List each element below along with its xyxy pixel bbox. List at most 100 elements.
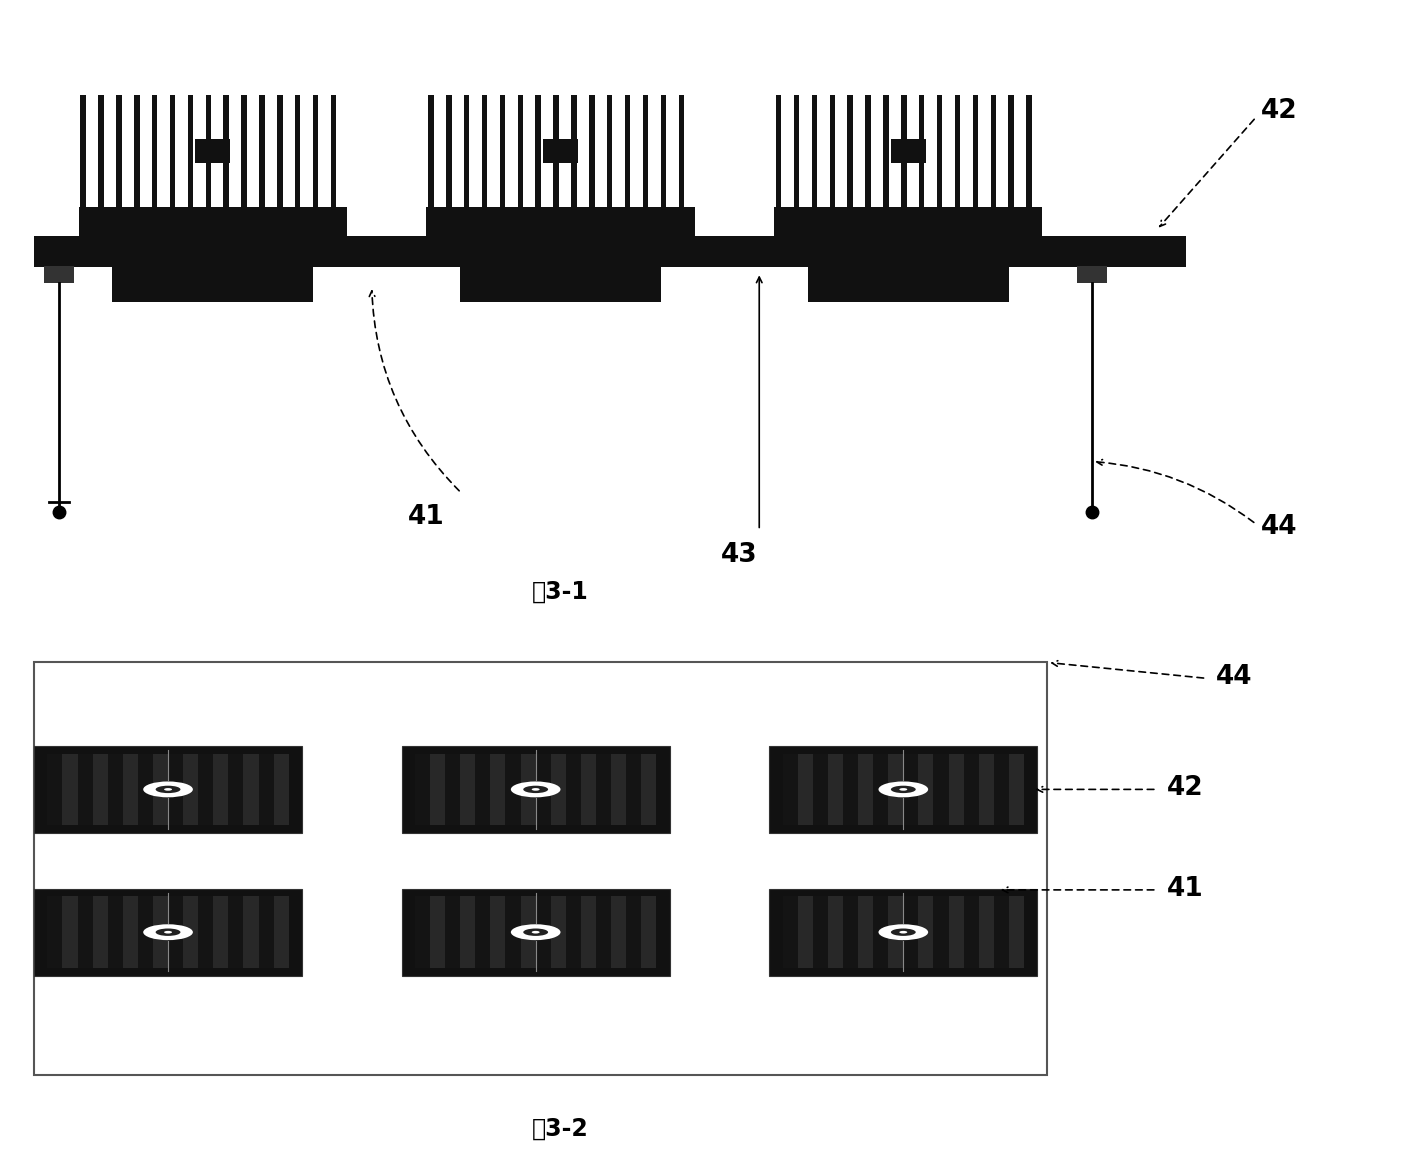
Bar bbox=[626, 753, 642, 826]
Bar bbox=[797, 753, 813, 826]
Bar bbox=[463, 94, 469, 208]
Bar bbox=[34, 746, 302, 833]
Bar bbox=[793, 94, 799, 208]
Bar bbox=[782, 897, 797, 968]
Bar bbox=[79, 218, 347, 237]
Bar bbox=[830, 94, 835, 208]
Text: 43: 43 bbox=[722, 542, 758, 568]
Ellipse shape bbox=[164, 788, 173, 791]
Bar bbox=[1026, 94, 1032, 208]
Ellipse shape bbox=[156, 786, 181, 793]
Bar bbox=[903, 753, 918, 826]
Ellipse shape bbox=[900, 788, 907, 791]
Bar bbox=[183, 897, 198, 968]
Bar bbox=[243, 753, 258, 826]
Ellipse shape bbox=[879, 925, 928, 940]
Bar bbox=[427, 218, 695, 237]
Ellipse shape bbox=[879, 781, 928, 798]
Bar bbox=[991, 94, 995, 208]
Bar bbox=[416, 897, 430, 968]
Bar bbox=[213, 753, 229, 826]
Bar bbox=[430, 753, 445, 826]
Bar bbox=[903, 897, 918, 968]
Bar bbox=[168, 753, 183, 826]
Text: 41: 41 bbox=[409, 504, 445, 531]
Text: 44: 44 bbox=[1261, 514, 1297, 540]
Bar bbox=[168, 897, 183, 968]
Ellipse shape bbox=[164, 930, 173, 934]
Bar bbox=[122, 897, 138, 968]
Bar bbox=[858, 897, 873, 968]
Bar bbox=[521, 897, 536, 968]
Bar bbox=[258, 897, 274, 968]
Bar bbox=[994, 897, 1009, 968]
Bar bbox=[195, 139, 230, 163]
Bar bbox=[865, 94, 870, 208]
Bar bbox=[581, 753, 597, 826]
Bar bbox=[416, 753, 657, 826]
Ellipse shape bbox=[532, 788, 539, 791]
Bar bbox=[1077, 266, 1106, 283]
Bar bbox=[607, 94, 612, 208]
Bar bbox=[597, 897, 611, 968]
Bar bbox=[152, 94, 157, 208]
Bar bbox=[626, 897, 642, 968]
Bar bbox=[936, 94, 942, 208]
Bar bbox=[98, 94, 104, 208]
Bar bbox=[642, 897, 657, 968]
Bar bbox=[62, 897, 77, 968]
Bar bbox=[979, 897, 994, 968]
Bar bbox=[461, 753, 476, 826]
Bar bbox=[490, 753, 505, 826]
Bar bbox=[138, 897, 153, 968]
Bar bbox=[892, 139, 925, 163]
Bar bbox=[188, 94, 194, 208]
Bar bbox=[48, 753, 62, 826]
Bar bbox=[918, 753, 934, 826]
Bar bbox=[828, 753, 842, 826]
Bar bbox=[260, 94, 265, 208]
Bar bbox=[170, 94, 176, 208]
Ellipse shape bbox=[511, 925, 560, 940]
Bar bbox=[769, 888, 1038, 976]
Bar bbox=[782, 753, 797, 826]
Bar bbox=[769, 746, 1038, 833]
Bar bbox=[428, 94, 434, 208]
Bar bbox=[521, 753, 536, 826]
Bar bbox=[223, 94, 229, 208]
Ellipse shape bbox=[511, 781, 560, 798]
Bar bbox=[295, 94, 300, 208]
Bar bbox=[979, 753, 994, 826]
Bar bbox=[550, 897, 566, 968]
Bar bbox=[920, 94, 924, 208]
Bar bbox=[243, 897, 258, 968]
Bar bbox=[934, 753, 949, 826]
Bar bbox=[518, 94, 524, 208]
Bar bbox=[34, 888, 302, 976]
Bar bbox=[807, 267, 1009, 302]
Bar bbox=[313, 94, 319, 208]
Bar bbox=[198, 753, 213, 826]
Ellipse shape bbox=[143, 781, 192, 798]
Bar bbox=[842, 753, 858, 826]
Bar bbox=[597, 753, 611, 826]
Text: 44: 44 bbox=[1216, 665, 1252, 690]
Bar bbox=[643, 94, 649, 208]
Bar bbox=[112, 267, 313, 302]
Bar bbox=[213, 897, 229, 968]
Bar bbox=[566, 753, 581, 826]
Bar bbox=[955, 94, 960, 208]
Bar bbox=[445, 753, 461, 826]
Bar bbox=[427, 208, 695, 218]
Bar bbox=[122, 753, 138, 826]
Bar bbox=[949, 753, 963, 826]
Bar bbox=[482, 94, 487, 208]
Bar bbox=[476, 897, 490, 968]
Bar bbox=[873, 753, 889, 826]
Bar bbox=[813, 753, 828, 826]
Bar bbox=[108, 753, 122, 826]
Bar bbox=[774, 208, 1042, 218]
Bar bbox=[476, 753, 490, 826]
Bar bbox=[581, 897, 597, 968]
Bar bbox=[536, 897, 550, 968]
